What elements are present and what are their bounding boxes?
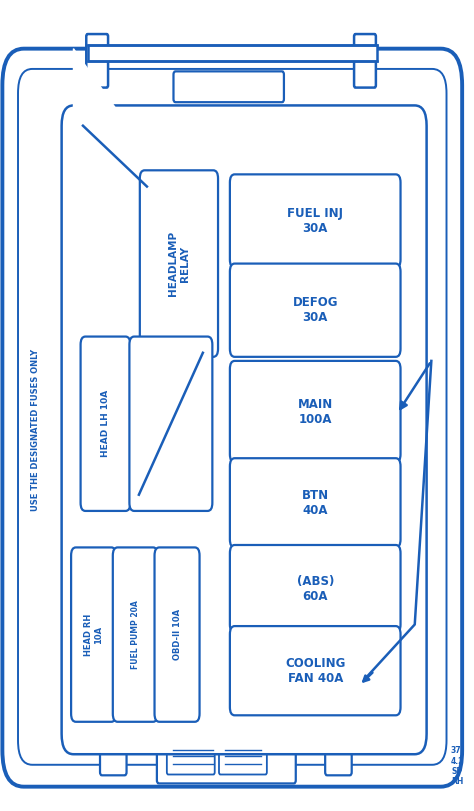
FancyBboxPatch shape	[173, 71, 284, 102]
FancyBboxPatch shape	[2, 49, 462, 787]
FancyBboxPatch shape	[86, 34, 108, 88]
Polygon shape	[73, 49, 128, 126]
FancyBboxPatch shape	[129, 337, 212, 511]
FancyBboxPatch shape	[230, 545, 401, 633]
Text: HEADLAMP
RELAY: HEADLAMP RELAY	[168, 231, 190, 296]
FancyBboxPatch shape	[230, 626, 401, 715]
Text: COOLING
FAN 40A: COOLING FAN 40A	[285, 657, 346, 684]
Bar	[88, 45, 377, 61]
Text: USE THE DESIGNATED FUSES ONLY: USE THE DESIGNATED FUSES ONLY	[31, 349, 40, 511]
FancyBboxPatch shape	[140, 170, 218, 357]
FancyBboxPatch shape	[230, 361, 401, 462]
FancyBboxPatch shape	[113, 547, 158, 722]
Text: BTN
40A: BTN 40A	[301, 489, 329, 517]
Text: FUEL PUMP 20A: FUEL PUMP 20A	[131, 600, 140, 669]
FancyBboxPatch shape	[71, 547, 116, 722]
FancyBboxPatch shape	[167, 737, 215, 775]
FancyBboxPatch shape	[62, 105, 427, 754]
Text: OBD-II 10A: OBD-II 10A	[173, 609, 182, 660]
Bar	[88, 45, 377, 61]
Text: FUEL INJ
30A: FUEL INJ 30A	[287, 207, 343, 235]
FancyBboxPatch shape	[230, 458, 401, 547]
FancyBboxPatch shape	[18, 69, 447, 765]
FancyBboxPatch shape	[155, 547, 200, 722]
FancyBboxPatch shape	[230, 174, 401, 268]
Text: DEFOG
30A: DEFOG 30A	[292, 296, 338, 324]
FancyBboxPatch shape	[219, 737, 267, 775]
Text: MAIN
100A: MAIN 100A	[298, 397, 333, 426]
FancyBboxPatch shape	[325, 736, 352, 775]
FancyBboxPatch shape	[157, 728, 296, 783]
Text: (ABS)
60A: (ABS) 60A	[297, 575, 334, 603]
FancyBboxPatch shape	[354, 34, 376, 88]
FancyBboxPatch shape	[100, 736, 127, 775]
Text: HEAD LH 10A: HEAD LH 10A	[101, 390, 110, 457]
Text: HEAD RH
10A: HEAD RH 10A	[84, 613, 103, 656]
Text: 37-
4.2
SP
RH: 37- 4.2 SP RH	[450, 746, 465, 787]
FancyBboxPatch shape	[81, 337, 130, 511]
FancyBboxPatch shape	[230, 264, 401, 357]
